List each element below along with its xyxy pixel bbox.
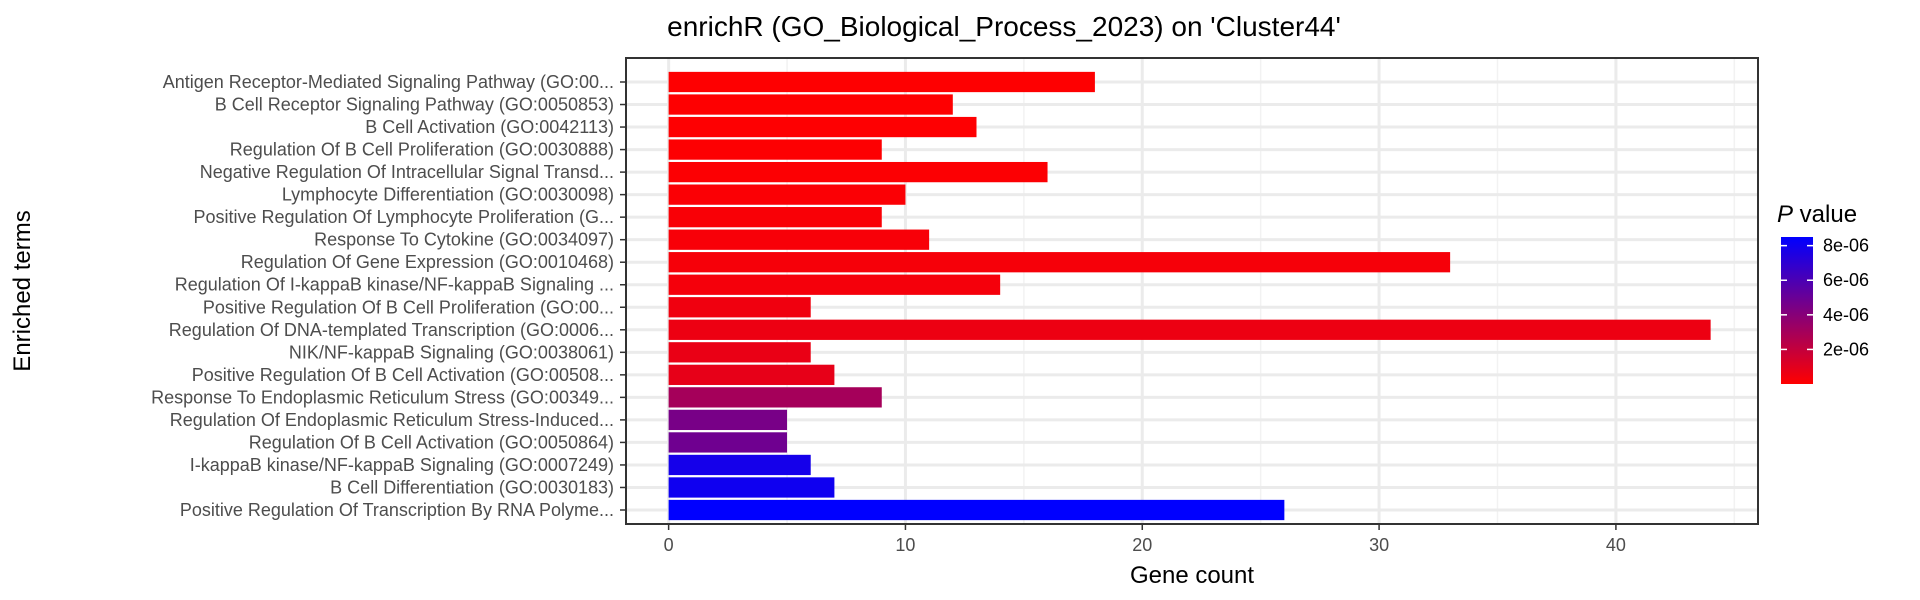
y-tick-label: Negative Regulation Of Intracellular Sig… [200, 162, 614, 182]
bar [668, 364, 835, 385]
bar [668, 116, 977, 138]
y-axis: Antigen Receptor-Mediated Signaling Path… [151, 72, 626, 520]
y-tick-label: NIK/NF-kappaB Signaling (GO:0038061) [289, 342, 614, 362]
x-axis: 0 10 20 30 40 [664, 524, 1626, 555]
y-tick-label: Antigen Receptor-Mediated Signaling Path… [163, 72, 614, 92]
legend-title-rest: value [1793, 201, 1857, 228]
bar [668, 454, 811, 476]
bar [668, 432, 788, 453]
legend-tick-label: 4e-06 [1823, 305, 1869, 325]
legend-tick-label: 2e-06 [1823, 339, 1869, 359]
legend-colorbar [1781, 237, 1813, 384]
bar [668, 387, 882, 408]
y-tick-label: I-kappaB kinase/NF-kappaB Signaling (GO:… [190, 455, 614, 475]
y-tick-label: B Cell Receptor Signaling Pathway (GO:00… [215, 95, 614, 115]
x-tick-label: 20 [1132, 535, 1152, 555]
x-tick-label: 0 [664, 535, 674, 555]
bar [668, 297, 811, 318]
chart-title: enrichR (GO_Biological_Process_2023) on … [667, 11, 1341, 42]
bar [668, 184, 906, 205]
y-tick-label: B Cell Differentiation (GO:0030183) [330, 477, 614, 497]
legend-tick-label: 8e-06 [1823, 236, 1869, 256]
bar [668, 499, 1285, 521]
y-tick-label: Positive Regulation Of B Cell Proliferat… [203, 297, 614, 317]
y-tick-label: Positive Regulation Of Lymphocyte Prolif… [193, 207, 614, 227]
bar [668, 161, 1048, 183]
legend-tick-label: 6e-06 [1823, 270, 1869, 290]
bar [668, 207, 882, 228]
bar [668, 409, 788, 431]
plot-border [625, 57, 1759, 525]
y-tick-label: Regulation Of Gene Expression (GO:001046… [241, 252, 614, 272]
x-tick-label: 40 [1606, 535, 1626, 555]
legend-ticks: 2e-06 4e-06 6e-06 8e-06 [1781, 236, 1869, 359]
y-tick-label: Response To Endoplasmic Reticulum Stress… [151, 387, 614, 407]
bar [668, 252, 1451, 273]
bar [668, 342, 811, 363]
y-tick-label: Positive Regulation Of B Cell Activation… [192, 365, 614, 385]
y-tick-label: Positive Regulation Of Transcription By … [180, 500, 614, 520]
y-tick-label: Regulation Of DNA-templated Transcriptio… [169, 320, 614, 340]
x-tick-label: 30 [1369, 535, 1389, 555]
y-tick-label: Regulation Of I-kappaB kinase/NF-kappaB … [175, 275, 614, 295]
bar [668, 319, 1711, 340]
legend-title: P value [1777, 201, 1857, 228]
y-tick-label: B Cell Activation (GO:0042113) [365, 117, 614, 137]
x-axis-title: Gene count [1130, 562, 1254, 589]
color-legend: P value 2e-06 4e-06 6e-06 8e-06 [1777, 201, 1869, 384]
y-tick-label: Regulation Of B Cell Proliferation (GO:0… [230, 140, 614, 160]
y-tick-label: Response To Cytokine (GO:0034097) [314, 230, 614, 250]
bar [668, 139, 882, 160]
y-tick-label: Regulation Of B Cell Activation (GO:0050… [249, 432, 614, 452]
bar [668, 94, 953, 115]
y-axis-title: Enriched terms [9, 210, 36, 371]
bar [668, 477, 835, 498]
bar [668, 274, 1001, 295]
y-tick-label: Regulation Of Endoplasmic Reticulum Stre… [170, 410, 614, 430]
legend-title-italic: P [1777, 201, 1793, 228]
x-tick-label: 10 [895, 535, 915, 555]
y-tick-label: Lymphocyte Differentiation (GO:0030098) [282, 185, 614, 205]
bar [668, 71, 1095, 93]
bars [668, 71, 1711, 521]
bar [668, 229, 930, 250]
